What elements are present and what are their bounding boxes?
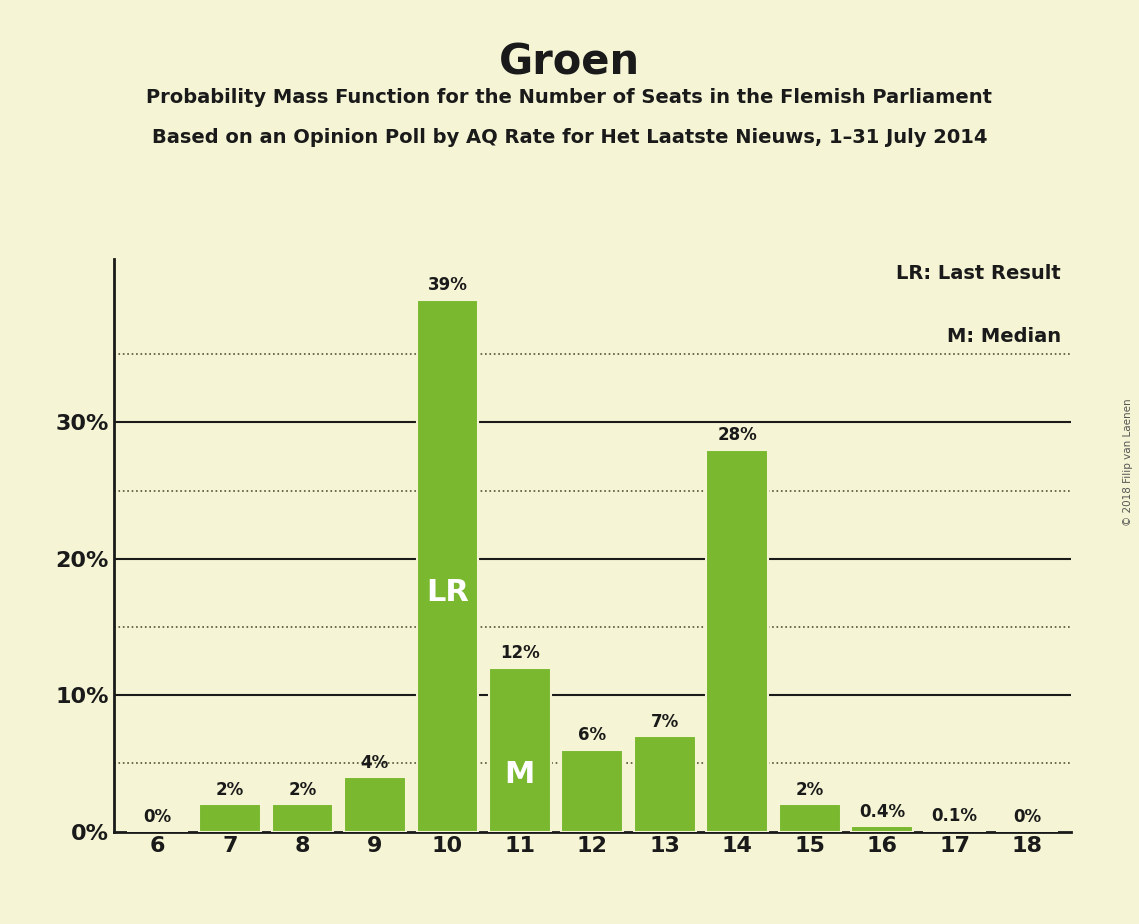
Text: 7%: 7% <box>650 712 679 731</box>
Bar <box>417 299 478 832</box>
Text: Based on an Opinion Poll by AQ Rate for Het Laatste Nieuws, 1–31 July 2014: Based on an Opinion Poll by AQ Rate for … <box>151 128 988 147</box>
Bar <box>562 749 623 832</box>
Text: LR: LR <box>426 578 469 607</box>
Bar <box>634 736 696 832</box>
Text: 0%: 0% <box>144 808 172 826</box>
Text: 0%: 0% <box>1013 808 1041 826</box>
Text: 4%: 4% <box>361 754 388 772</box>
Text: 6%: 6% <box>579 726 606 745</box>
Bar <box>271 804 333 832</box>
Text: 0.4%: 0.4% <box>859 803 906 821</box>
Text: 0.1%: 0.1% <box>932 807 977 825</box>
Text: Groen: Groen <box>499 42 640 83</box>
Text: 28%: 28% <box>718 426 757 444</box>
Bar <box>851 826 913 832</box>
Text: 12%: 12% <box>500 644 540 663</box>
Bar <box>489 668 550 832</box>
Bar <box>199 804 261 832</box>
Text: Probability Mass Function for the Number of Seats in the Flemish Parliament: Probability Mass Function for the Number… <box>147 88 992 107</box>
Bar <box>344 777 405 832</box>
Text: 2%: 2% <box>215 781 244 799</box>
Text: 39%: 39% <box>427 276 467 294</box>
Bar <box>779 804 841 832</box>
Bar <box>706 450 768 832</box>
Text: 2%: 2% <box>796 781 823 799</box>
Text: 2%: 2% <box>288 781 317 799</box>
Text: LR: Last Result: LR: Last Result <box>896 264 1062 284</box>
Bar <box>924 831 985 832</box>
Text: © 2018 Filip van Laenen: © 2018 Filip van Laenen <box>1123 398 1133 526</box>
Text: M: M <box>505 760 535 789</box>
Text: M: Median: M: Median <box>947 327 1062 346</box>
